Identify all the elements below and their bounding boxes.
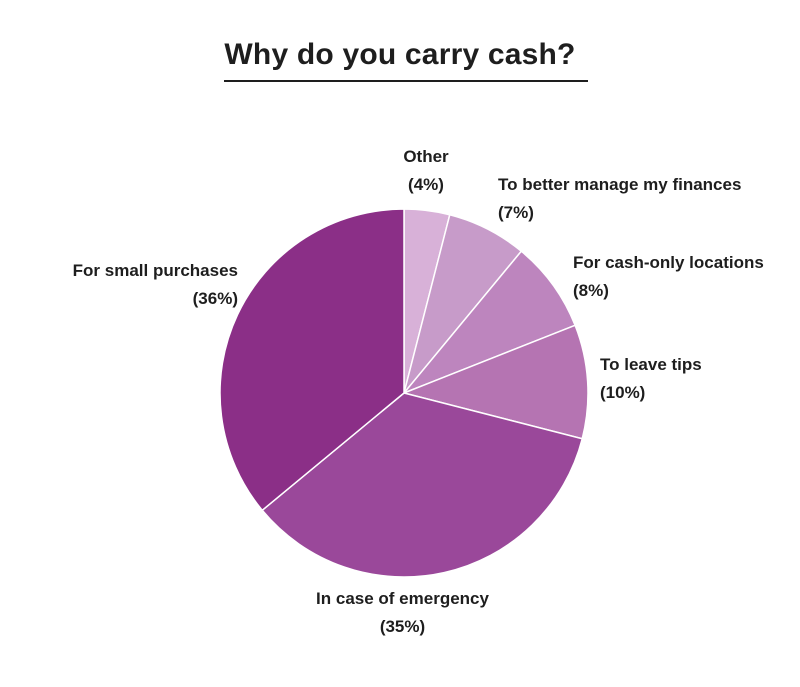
slice-label-tips-value: (10%) <box>600 383 646 402</box>
slice-label-small-purchases: For small purchases (36%) <box>38 257 238 313</box>
slice-label-cash-only: For cash-only locations (8%) <box>573 249 764 305</box>
slice-label-tips: To leave tips (10%) <box>600 351 702 407</box>
slice-label-other-name: Other <box>403 147 449 166</box>
slice-label-finances-value: (7%) <box>498 203 534 222</box>
slice-label-emergency-name: In case of emergency <box>316 589 489 608</box>
slice-label-small-purchases-value: (36%) <box>192 289 238 308</box>
slice-label-small-purchases-name: For small purchases <box>72 261 238 280</box>
title-underline <box>224 80 588 82</box>
slice-label-cash-only-name: For cash-only locations <box>573 253 764 272</box>
slice-label-emergency: In case of emergency (35%) <box>290 585 515 641</box>
pie-slice-tips <box>403 324 589 440</box>
slice-label-finances-name: To better manage my finances <box>498 175 742 194</box>
slice-label-cash-only-value: (8%) <box>573 281 609 300</box>
pie-slice-cash-only <box>403 250 576 394</box>
pie-slice-emergency <box>261 392 583 578</box>
slice-label-tips-name: To leave tips <box>600 355 702 374</box>
slice-label-other: Other (4%) <box>384 143 468 199</box>
chart-title: Why do you carry cash? <box>224 38 576 71</box>
slice-label-emergency-value: (35%) <box>379 617 426 636</box>
slice-label-finances: To better manage my finances (7%) <box>498 171 741 227</box>
slice-label-other-value: (4%) <box>408 175 444 194</box>
pie-slice-small-purchases <box>219 208 405 512</box>
